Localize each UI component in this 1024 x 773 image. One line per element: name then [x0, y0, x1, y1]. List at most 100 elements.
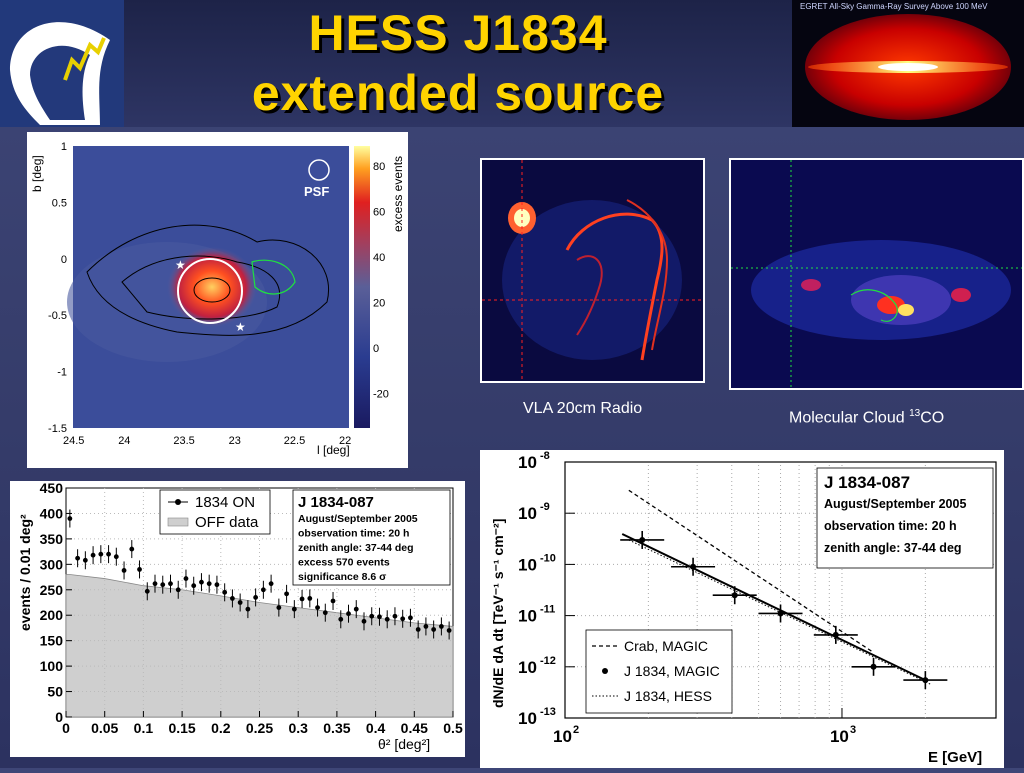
on-data-point — [361, 618, 367, 624]
sky-x-tick: 22.5 — [284, 435, 305, 447]
on-data-point — [253, 595, 259, 600]
on-data-point — [431, 627, 437, 632]
theta-y-tick: 350 — [40, 531, 64, 547]
colorbar-label: excess events — [391, 156, 405, 232]
on-data-point — [276, 605, 282, 610]
theta-x-tick: 0.25 — [246, 720, 273, 736]
star-marker-2: ★ — [235, 320, 246, 334]
sky-y-tick: 0.5 — [52, 197, 67, 209]
magic-data-point — [832, 631, 839, 638]
on-data-point — [137, 567, 142, 572]
spectrum-info-line: zenith angle: 37-44 deg — [824, 541, 962, 555]
spectrum-grid — [565, 462, 996, 718]
on-data-point — [315, 605, 320, 610]
spectrum-info-title: J 1834-087 — [824, 473, 910, 492]
x-tick-labels: 24.5 24 23.5 23 22.5 22 — [63, 435, 351, 447]
spectrum-panel: 10 2 10 3 10 -13 10 -12 10 -11 10 -10 10 -9 10 -8 J 18… — [480, 450, 1004, 768]
title-bar: HESS J1834 extended source — [124, 0, 792, 127]
psf-label: PSF — [304, 184, 329, 199]
legend-hess-label: J 1834, HESS — [624, 688, 712, 704]
on-data-point — [330, 598, 336, 604]
on-data-point — [214, 582, 220, 588]
theta-info-line: zenith angle: 37-44 deg — [298, 542, 414, 554]
spectrum-y-tick-exp: -8 — [540, 450, 550, 462]
theta-x-tick: 0.35 — [323, 720, 350, 736]
spectrum-y-tick: 10 — [518, 504, 537, 523]
co-image-graphic — [731, 160, 1022, 388]
spectrum-x-tick: 10 — [553, 727, 572, 746]
magic-data-point — [690, 563, 697, 570]
theta-x-tick: 0 — [62, 720, 70, 736]
on-data-point — [307, 596, 313, 601]
magic-data-point — [922, 677, 929, 684]
on-data-point — [106, 551, 111, 557]
spectrum-y-tick-exp: -12 — [540, 655, 556, 667]
sky-y-tick: -1 — [57, 367, 67, 379]
on-data-point — [183, 576, 189, 581]
theta-y-tick: 0 — [55, 709, 63, 725]
title-line-1: HESS J1834 — [308, 5, 608, 61]
colorbar-tick: 0 — [373, 343, 379, 355]
theta-ylabel: events / 0.01 deg² — [17, 514, 33, 631]
on-data-point — [230, 596, 235, 601]
theta-y-tick: 200 — [40, 607, 64, 623]
on-data-point — [322, 610, 328, 616]
on-data-point — [268, 581, 274, 587]
sky-x-tick: 23 — [229, 435, 241, 447]
co-caption-suffix: CO — [920, 409, 945, 427]
on-data-point — [160, 582, 166, 588]
colorbar-tick: 20 — [373, 298, 385, 310]
on-data-point — [152, 581, 158, 587]
theta-x-tick: 0.45 — [401, 720, 428, 736]
theta-x-tick: 0.3 — [288, 720, 308, 736]
vla-caption: VLA 20cm Radio — [523, 400, 643, 417]
theta-info-line: excess 570 events — [298, 557, 390, 569]
spectrum-y-tick-exp: -10 — [540, 552, 556, 564]
legend-off-marker — [167, 517, 189, 527]
on-data-point — [113, 554, 119, 560]
magic-data-point — [731, 592, 738, 599]
theta-info-line: August/September 2005 — [298, 513, 418, 525]
sky-xlabel: l [deg] — [317, 443, 350, 457]
sky-y-tick: 0 — [61, 254, 67, 266]
on-data-point — [191, 583, 197, 589]
theta-x-tick: 0.1 — [134, 720, 154, 736]
spectrum-info-box — [816, 467, 994, 569]
sky-y-tick: -0.5 — [48, 310, 67, 322]
y-tick-labels: 1 0.5 0 -0.5 -1 -1.5 — [48, 141, 67, 435]
on-data-point — [75, 555, 81, 561]
theta-y-tick: 400 — [40, 505, 64, 521]
on-data-point — [237, 600, 243, 605]
theta-info-lines: August/September 2005 observation time: 2… — [298, 513, 418, 583]
theta-squared-panel: 0 0.05 0.1 0.15 0.2 0.25 0.3 0.35 0.4 0.45 0.5 0 50… — [10, 480, 465, 757]
sky-ylabel: b [deg] — [30, 155, 44, 192]
spectrum-y-tick-exp: -13 — [540, 706, 556, 718]
theta-grid — [66, 488, 453, 717]
on-data-point — [400, 616, 406, 622]
co-cloud-image — [729, 158, 1024, 390]
spectrum-y-tick: 10 — [518, 453, 537, 472]
spectrum-info-line: August/September 2005 — [824, 497, 966, 511]
on-data-point — [291, 606, 297, 612]
legend-magic-label: J 1834, MAGIC — [624, 663, 720, 679]
theta-x-tick: 0.05 — [91, 720, 118, 736]
theta-y-tick: 100 — [40, 658, 64, 674]
on-data-point — [284, 591, 289, 597]
sky-y-tick: 1 — [61, 141, 67, 153]
on-data-point — [144, 588, 150, 594]
spectrum-info-line: observation time: 20 h — [824, 519, 957, 533]
on-data-point — [438, 624, 444, 629]
star-marker-1: ★ — [175, 258, 186, 272]
spectrum-x-tick-exp: 3 — [850, 724, 856, 736]
theta-squared-plot: 0 0.05 0.1 0.15 0.2 0.25 0.3 0.35 0.4 0.45 0.5 0 50… — [17, 480, 463, 752]
legend-on-label: 1834 ON — [195, 494, 255, 511]
spectrum-info-lines: August/September 2005 observation time: 2… — [824, 497, 966, 555]
egret-caption: EGRET All-Sky Gamma-Ray Survey Above 100… — [800, 2, 988, 11]
theta-x-ticks: 0 0.05 0.1 0.15 0.2 0.25 0.3 0.35 0.4 0.45 0.5 — [62, 711, 463, 736]
spectrum-legend-box — [585, 629, 733, 714]
spectrum-x-ticks: 10 2 10 3 — [553, 708, 856, 746]
on-data-point — [82, 557, 88, 563]
magic-data-point — [639, 536, 646, 543]
theta-x-tick: 0.15 — [168, 720, 195, 736]
